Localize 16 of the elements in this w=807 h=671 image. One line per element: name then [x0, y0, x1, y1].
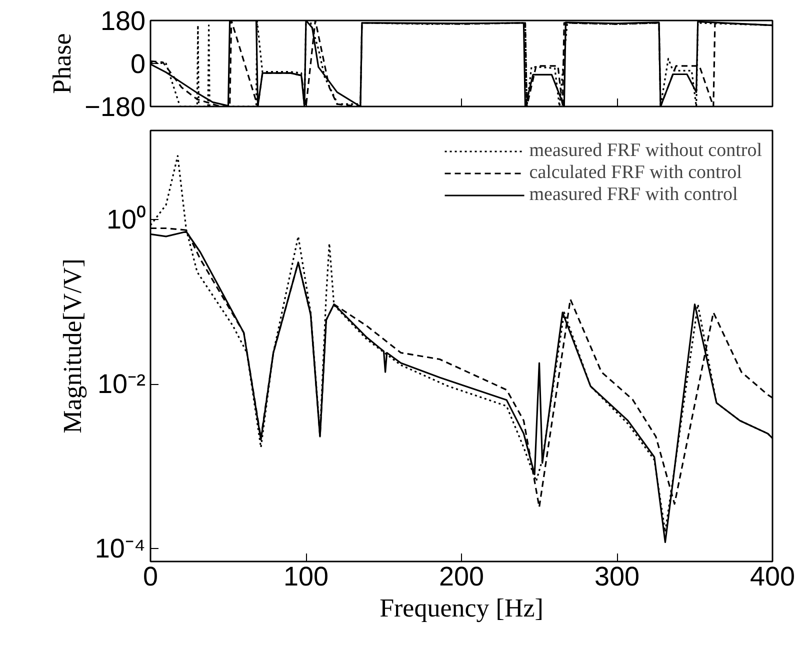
y-tick-label: −180: [84, 92, 146, 122]
x-tick-label: 100: [283, 562, 329, 592]
x-tick-label: 400: [750, 562, 796, 592]
x-axis-title: Frequency [Hz]: [380, 594, 544, 622]
y-axis-title: Phase: [48, 33, 77, 94]
legend-label: measured FRF with control: [529, 184, 738, 206]
y-tick-label: 10⁻²: [97, 369, 146, 400]
y-tick-label: 180: [100, 6, 146, 36]
x-tick-label: 300: [594, 562, 640, 592]
y-tick-label: 0: [130, 49, 146, 79]
legend-label: measured FRF without control: [529, 140, 762, 162]
y-tick-label: 10⁻⁴: [94, 534, 146, 564]
y-tick-label: 10⁰: [106, 204, 146, 234]
x-tick-label: 200: [438, 562, 484, 592]
y-axis-title: Magnitude[V/V]: [58, 258, 87, 434]
legend-label: calculated FRF with control: [529, 162, 742, 184]
